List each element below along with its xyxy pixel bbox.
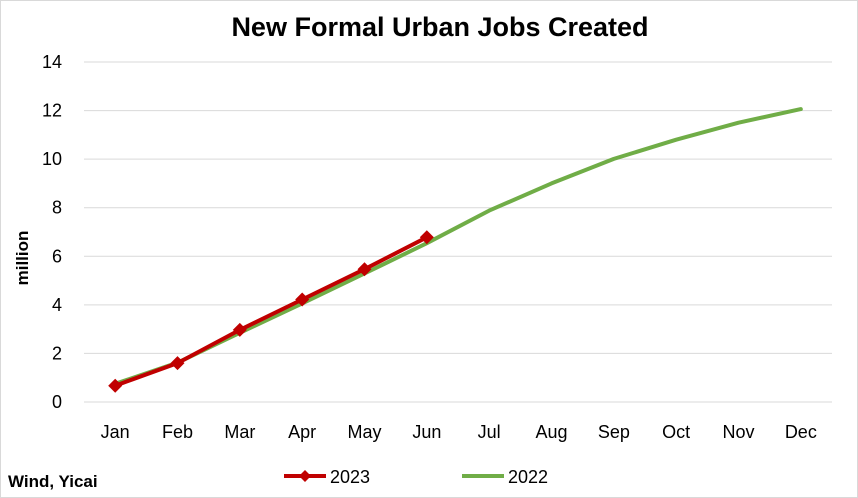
source-note: Wind, Yicai [8,472,98,491]
x-tick-label: Oct [662,422,690,442]
series-line-2022 [113,107,803,386]
series-line-2023 [113,235,429,388]
x-tick-label: Jun [412,422,441,442]
gridlines [84,61,832,403]
data-point-2023 [419,230,434,245]
x-tick-label: Nov [722,422,754,442]
x-tick-label: Apr [288,422,316,442]
y-tick-label: 12 [42,101,62,121]
legend-marker-2023 [299,470,311,482]
y-tick-label: 14 [42,52,62,72]
x-tick-label: Jan [101,422,130,442]
y-tick-label: 2 [52,343,62,363]
x-tick-label: Dec [785,422,817,442]
x-tick-label: Sep [598,422,630,442]
y-tick-label: 6 [52,246,62,266]
x-axis-ticks: Jan Feb Mar Apr May Jun Jul Aug Sep Oct Nov Dec [101,422,817,442]
legend-label-2022: 2022 [508,467,548,487]
data-point-2023 [295,292,310,307]
chart-title: New Formal Urban Jobs Created [231,12,648,42]
y-axis-label: million [13,231,32,286]
series-group [108,107,803,393]
x-tick-label: Feb [162,422,193,442]
x-tick-label: Mar [224,422,255,442]
data-point-2023 [170,356,185,371]
y-tick-label: 0 [52,392,62,412]
x-tick-label: Aug [535,422,567,442]
data-point-2023 [108,378,123,393]
y-tick-label: 8 [52,198,62,218]
data-point-2023 [232,322,247,337]
y-tick-label: 4 [52,295,62,315]
y-axis-ticks: 0 2 4 6 8 10 12 14 [42,52,62,412]
data-point-2023 [357,262,372,277]
legend-label-2023: 2023 [330,467,370,487]
legend: 2023 2022 [284,467,548,487]
x-tick-label: May [347,422,381,442]
x-tick-label: Jul [478,422,501,442]
y-tick-label: 10 [42,149,62,169]
